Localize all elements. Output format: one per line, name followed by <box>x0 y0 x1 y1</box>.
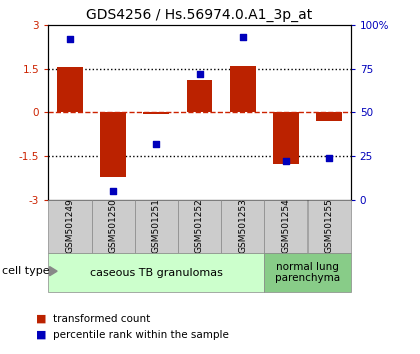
Bar <box>143 113 169 114</box>
Bar <box>230 66 256 113</box>
Text: percentile rank within the sample: percentile rank within the sample <box>53 330 229 339</box>
Bar <box>264 253 351 292</box>
Polygon shape <box>50 267 57 276</box>
Text: normal lung
parenchyma: normal lung parenchyma <box>275 262 340 284</box>
Text: GSM501255: GSM501255 <box>325 198 333 253</box>
Bar <box>48 200 92 253</box>
Bar <box>264 200 307 253</box>
Point <box>283 159 289 164</box>
Point <box>196 71 203 77</box>
Bar <box>307 200 351 253</box>
Text: GSM501254: GSM501254 <box>281 198 290 253</box>
Text: caseous TB granulomas: caseous TB granulomas <box>90 268 223 278</box>
Text: GSM501250: GSM501250 <box>109 198 118 253</box>
Bar <box>221 200 264 253</box>
Text: GSM501252: GSM501252 <box>195 198 204 253</box>
Bar <box>92 200 135 253</box>
Text: ■: ■ <box>36 314 46 324</box>
Bar <box>57 67 83 113</box>
Point <box>239 34 246 40</box>
Point <box>66 36 73 42</box>
Bar <box>178 200 221 253</box>
Text: transformed count: transformed count <box>53 314 151 324</box>
Text: ■: ■ <box>36 330 46 339</box>
Bar <box>186 80 213 113</box>
Bar <box>135 200 178 253</box>
Text: cell type: cell type <box>2 266 50 276</box>
Text: GSM501251: GSM501251 <box>152 198 161 253</box>
Bar <box>100 113 126 177</box>
Text: GSM501249: GSM501249 <box>66 198 74 253</box>
Bar <box>273 113 299 164</box>
Point <box>153 141 160 147</box>
Bar <box>316 113 342 121</box>
Text: GSM501253: GSM501253 <box>238 198 247 253</box>
Point <box>326 155 333 161</box>
Title: GDS4256 / Hs.56974.0.A1_3p_at: GDS4256 / Hs.56974.0.A1_3p_at <box>87 8 312 22</box>
Point <box>110 188 116 194</box>
Bar <box>48 253 264 292</box>
